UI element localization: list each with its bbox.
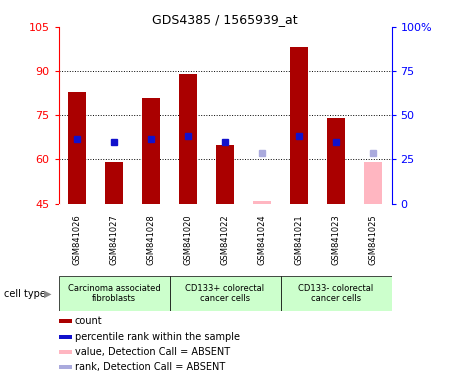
Text: percentile rank within the sample: percentile rank within the sample [75, 332, 239, 342]
Bar [58, 319, 72, 323]
Bar [58, 276, 170, 311]
Text: GSM841028: GSM841028 [147, 215, 156, 265]
Bar [364, 162, 382, 204]
Text: GSM841026: GSM841026 [72, 215, 81, 265]
Bar [170, 276, 280, 311]
Bar [253, 200, 271, 204]
Bar [280, 276, 392, 311]
Text: GSM841021: GSM841021 [294, 215, 303, 265]
Bar [58, 334, 72, 339]
Text: count: count [75, 316, 102, 326]
Text: GSM841025: GSM841025 [369, 215, 378, 265]
Bar [179, 74, 197, 204]
Bar [58, 350, 72, 354]
Bar [290, 48, 308, 204]
Text: GSM841022: GSM841022 [220, 215, 230, 265]
Bar [58, 365, 72, 369]
Bar [216, 145, 234, 204]
Text: rank, Detection Call = ABSENT: rank, Detection Call = ABSENT [75, 362, 225, 372]
Text: value, Detection Call = ABSENT: value, Detection Call = ABSENT [75, 347, 230, 357]
Text: CD133- colorectal
cancer cells: CD133- colorectal cancer cells [298, 284, 374, 303]
Text: cell type: cell type [4, 289, 46, 299]
Text: GSM841027: GSM841027 [109, 215, 118, 265]
Text: CD133+ colorectal
cancer cells: CD133+ colorectal cancer cells [185, 284, 265, 303]
Text: GSM841020: GSM841020 [184, 215, 193, 265]
Text: GSM841024: GSM841024 [257, 215, 266, 265]
Bar [105, 162, 123, 204]
Text: GSM841023: GSM841023 [332, 215, 341, 265]
Text: Carcinoma associated
fibroblasts: Carcinoma associated fibroblasts [68, 284, 160, 303]
Bar [142, 98, 160, 204]
Text: ▶: ▶ [44, 289, 51, 299]
Bar [327, 118, 345, 204]
Title: GDS4385 / 1565939_at: GDS4385 / 1565939_at [152, 13, 298, 26]
Bar [68, 92, 86, 204]
